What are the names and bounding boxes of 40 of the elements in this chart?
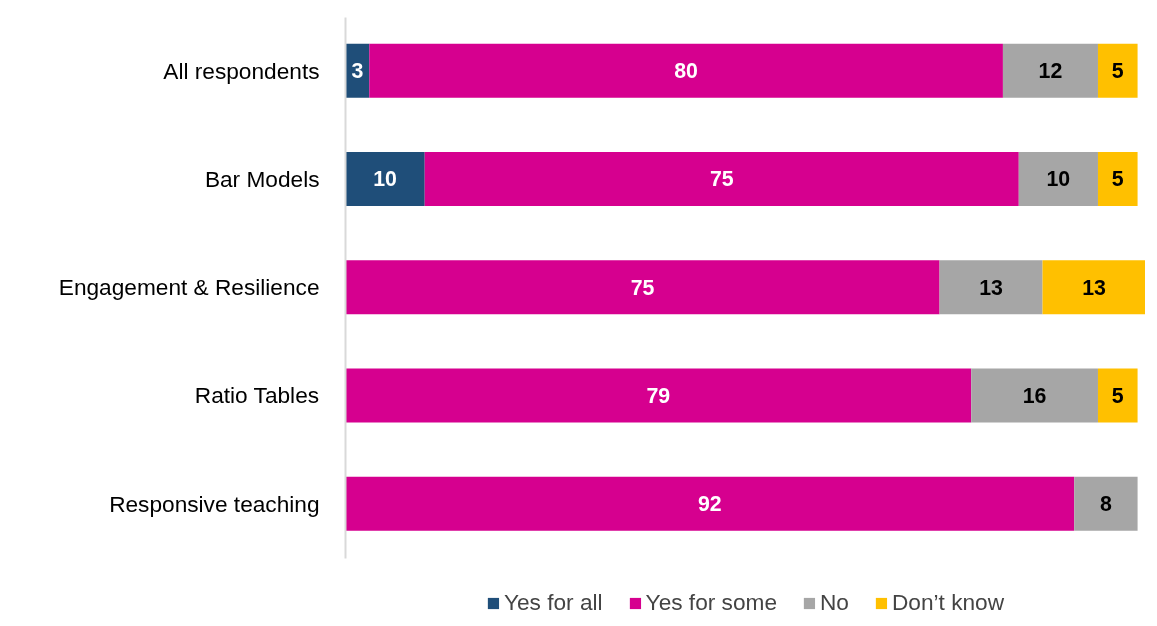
legend-label: Yes for some <box>645 589 777 616</box>
y-tick-label: All respondents <box>163 57 320 84</box>
data-label: 5 <box>1111 383 1124 408</box>
bar <box>939 260 1043 315</box>
data-label: 13 <box>1082 275 1107 300</box>
data-label: 16 <box>1022 383 1047 408</box>
bar <box>369 43 1003 98</box>
bar <box>345 476 1075 531</box>
bar <box>345 151 425 207</box>
bar <box>1097 43 1138 98</box>
bar <box>1074 476 1138 531</box>
legend-label: No <box>820 589 849 616</box>
bar <box>971 368 1098 423</box>
y-tick-label: Bar Models <box>204 165 320 192</box>
bar <box>1042 260 1145 315</box>
bar <box>1018 151 1098 207</box>
bar <box>1002 43 1098 98</box>
y-tick-label: Engagement & Resilience <box>58 274 320 301</box>
y-tick-label: Ratio Tables <box>194 382 320 409</box>
data-label: 13 <box>979 275 1004 300</box>
bar <box>345 260 940 315</box>
data-label: 80 <box>674 59 698 84</box>
data-label: 75 <box>709 167 734 192</box>
bar <box>424 151 1019 207</box>
bar <box>345 368 972 423</box>
bar <box>1097 368 1138 423</box>
legend-label: Yes for all <box>503 589 603 616</box>
data-label: 10 <box>1046 167 1071 192</box>
bar <box>1097 151 1138 207</box>
y-tick-label: Responsive teaching <box>109 490 320 517</box>
legend-label: Don’t know <box>891 589 1005 616</box>
data-label: 79 <box>646 383 671 408</box>
data-label: 75 <box>630 275 655 300</box>
data-label: 5 <box>1111 59 1124 84</box>
data-label: 8 <box>1099 492 1112 517</box>
data-label: 92 <box>697 492 722 517</box>
data-label: 3 <box>351 59 364 84</box>
data-label: 12 <box>1038 59 1063 84</box>
data-label: 10 <box>373 167 397 192</box>
data-label: 5 <box>1111 167 1124 192</box>
